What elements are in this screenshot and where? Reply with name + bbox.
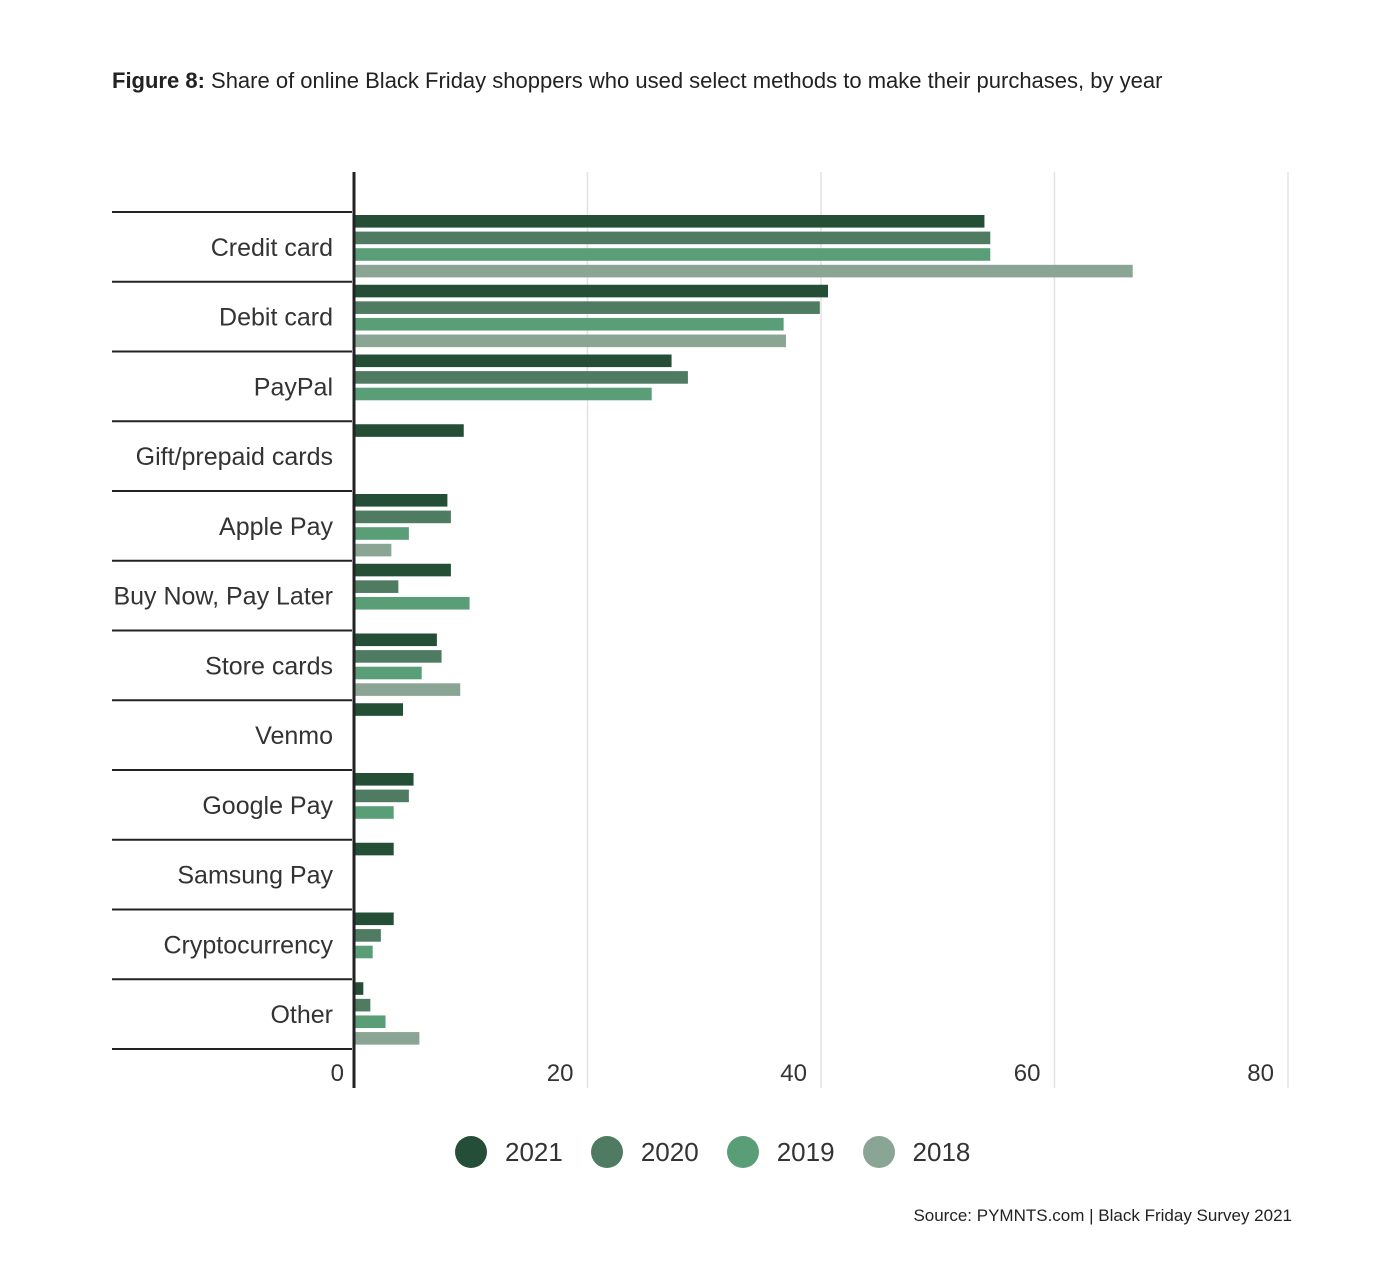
legend: 2021 2020 2019 2018: [455, 1136, 998, 1168]
legend-item-2021: 2021: [455, 1136, 563, 1168]
category-label-debit-card: Debit card: [219, 304, 333, 332]
bar-buy-now-pay-later-2021: [355, 563, 451, 577]
legend-swatch-2020: [590, 1136, 623, 1168]
category-label-store-cards: Store cards: [205, 652, 333, 680]
bar-google-pay-2019: [355, 806, 394, 819]
source-note: Source: PYMNTS.com | Black Friday Survey…: [913, 1206, 1292, 1225]
legend-label-2019: 2019: [776, 1136, 835, 1167]
bar-credit-card-2021: [355, 215, 985, 228]
bar-cryptocurrency-2021: [355, 912, 394, 926]
category-label-google-pay: Google Pay: [202, 792, 333, 820]
bar-cryptocurrency-2020: [355, 929, 381, 942]
bars: [355, 215, 1133, 1045]
bar-google-pay-2020: [355, 789, 409, 803]
bar-apple-pay-2020: [355, 510, 451, 524]
bar-apple-pay-2018: [355, 543, 392, 557]
x-tick-label-80: 80: [1247, 1060, 1274, 1087]
bar-samsung-pay-2021: [355, 842, 394, 856]
category-label-venmo: Venmo: [255, 722, 333, 750]
bar-store-cards-2020: [355, 650, 442, 663]
category-labels: Credit card Debit card PayPal Gift/prepaid …: [113, 234, 333, 1029]
legend-label-2020: 2020: [640, 1136, 699, 1167]
bar-venmo-2021: [355, 703, 404, 716]
bar-buy-now-pay-later-2019: [355, 596, 470, 610]
bar-credit-card-2018: [355, 264, 1133, 278]
x-tick-label-60: 60: [1014, 1060, 1041, 1087]
bar-apple-pay-2019: [355, 527, 409, 540]
legend-label-2021: 2021: [505, 1136, 563, 1167]
bar-store-cards-2018: [355, 683, 461, 696]
bar-other-2020: [355, 998, 371, 1012]
legend-swatch-2021: [455, 1136, 487, 1168]
x-tick-label-40: 40: [780, 1060, 807, 1087]
figure-number: Figure 8:: [112, 68, 205, 93]
bar-google-pay-2021: [355, 773, 414, 786]
bar-paypal-2019: [355, 387, 652, 401]
bar-credit-card-2020: [355, 231, 991, 245]
chart-title: Figure 8: Share of online Black Friday s…: [112, 68, 1162, 94]
bar-credit-card-2019: [355, 248, 991, 261]
category-label-credit-card: Credit card: [211, 234, 333, 262]
category-separators: [112, 211, 352, 1050]
category-label-buy-now-pay-later: Buy Now, Pay Later: [113, 583, 333, 611]
category-label-paypal: PayPal: [254, 373, 333, 401]
bar-gift-prepaid-cards-2021: [355, 424, 464, 437]
category-label-samsung-pay: Samsung Pay: [177, 862, 333, 890]
legend-item-2018: 2018: [862, 1136, 971, 1168]
bar-cryptocurrency-2019: [355, 945, 373, 959]
bar-other-2021: [355, 982, 364, 995]
category-label-other: Other: [270, 1001, 333, 1029]
legend-label-2018: 2018: [912, 1136, 971, 1167]
x-tick-label-0: 0: [331, 1060, 344, 1087]
bar-other-2019: [355, 1015, 386, 1029]
bar-store-cards-2019: [355, 666, 422, 680]
x-tick-label-20: 20: [547, 1060, 574, 1087]
bar-debit-card-2020: [355, 301, 820, 314]
bar-other-2018: [355, 1032, 420, 1045]
legend-item-2020: 2020: [590, 1136, 699, 1168]
legend-swatch-2019: [726, 1136, 759, 1168]
bar-paypal-2021: [355, 354, 672, 368]
figure-caption: Share of online Black Friday shoppers wh…: [204, 68, 1163, 93]
category-label-gift-prepaid-cards: Gift/prepaid cards: [136, 443, 333, 471]
legend-item-2019: 2019: [726, 1136, 835, 1168]
bar-debit-card-2021: [355, 284, 829, 298]
category-label-cryptocurrency: Cryptocurrency: [164, 931, 334, 959]
bar-buy-now-pay-later-2020: [355, 580, 399, 593]
legend-swatch-2018: [862, 1136, 895, 1168]
bar-debit-card-2018: [355, 334, 786, 348]
bar-paypal-2020: [355, 371, 688, 384]
x-axis-ticks: 0 20 40 60 80: [331, 1060, 1274, 1087]
bar-store-cards-2021: [355, 633, 437, 647]
category-label-apple-pay: Apple Pay: [219, 513, 333, 541]
bar-apple-pay-2021: [355, 494, 448, 507]
bar-chart: Credit card Debit card PayPal Gift/prepaid …: [112, 172, 1289, 1088]
bar-debit-card-2019: [355, 317, 784, 331]
